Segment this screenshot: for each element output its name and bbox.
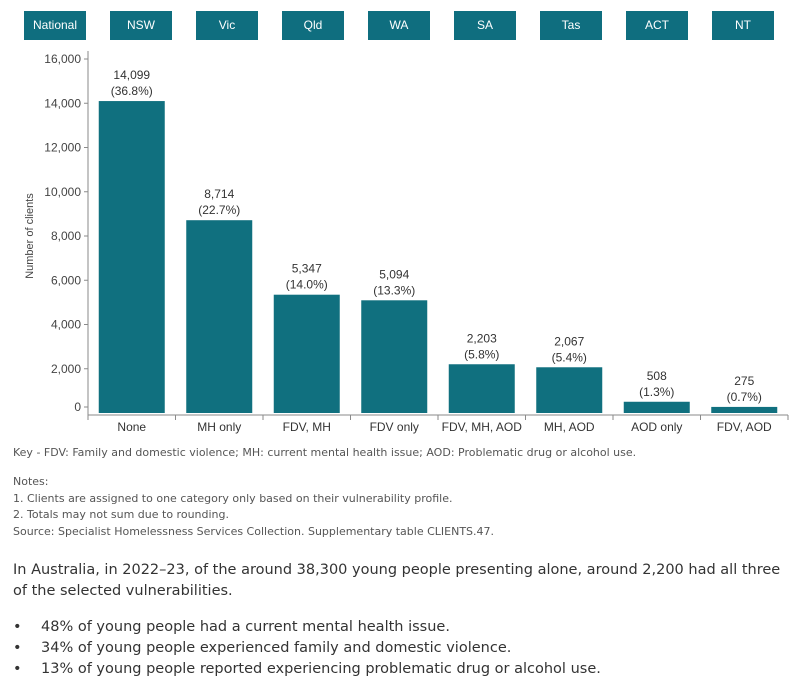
tab-nt[interactable]: NT	[712, 11, 774, 40]
tab-wa[interactable]: WA	[368, 11, 430, 40]
bar-value-label: 5,347	[292, 262, 322, 276]
jurisdiction-tabs: National NSW Vic Qld WA SA Tas ACT NT	[0, 0, 800, 52]
y-tick-label: 4,000	[51, 318, 81, 332]
x-tick-label: AOD only	[631, 420, 682, 434]
bar-percent-label: (5.8%)	[464, 347, 499, 361]
bar-value-label: 2,067	[554, 334, 584, 348]
y-tick-label: 0	[74, 400, 81, 414]
x-tick-label: MH, AOD	[544, 420, 595, 434]
tab-qld[interactable]: Qld	[282, 11, 344, 40]
notes-heading: Notes:	[13, 475, 49, 488]
summary-paragraph: In Australia, in 2022–23, of the around …	[13, 562, 781, 599]
x-tick-label: None	[117, 420, 146, 434]
x-tick-label: FDV only	[370, 420, 419, 434]
bar-value-label: 5,094	[379, 267, 409, 281]
note-item: 2. Totals may not sum due to rounding.	[13, 508, 229, 521]
bar-value-label: 275	[734, 374, 754, 388]
tab-nsw[interactable]: NSW	[110, 11, 172, 40]
bar	[711, 406, 778, 413]
tab-tas[interactable]: Tas	[540, 11, 602, 40]
tab-sa[interactable]: SA	[454, 11, 516, 40]
bar-percent-label: (5.4%)	[552, 350, 587, 364]
chart-notes: Notes: 1. Clients are assigned to one ca…	[13, 474, 494, 540]
source-note: Source: Specialist Homelessness Services…	[13, 524, 495, 538]
y-tick-label: 2,000	[51, 362, 81, 376]
bar-percent-label: (1.3%)	[639, 385, 674, 399]
y-tick-label: 16,000	[44, 52, 81, 66]
bar	[536, 367, 603, 413]
tab-vic[interactable]: Vic	[196, 11, 258, 40]
bar	[361, 300, 428, 413]
y-tick-label: 6,000	[51, 273, 81, 287]
y-tick-label: 12,000	[44, 141, 81, 155]
bar-percent-label: (36.8%)	[111, 84, 153, 98]
bar-percent-label: (13.3%)	[373, 283, 415, 297]
tab-act[interactable]: ACT	[626, 11, 688, 40]
bar-chart: 0 2,000 4,000 6,000 8,000 10,000 12,000 14,000 1…	[24, 51, 789, 434]
y-tick-label: 8,000	[51, 229, 81, 243]
bullet-item: 13% of young people reported experiencin…	[13, 659, 601, 680]
x-tick-label: FDV, MH	[283, 420, 331, 434]
bar-percent-label: (22.7%)	[198, 203, 240, 217]
bar-percent-label: (14.0%)	[286, 278, 328, 292]
bar	[98, 101, 165, 413]
bar-value-label: 508	[647, 369, 667, 383]
x-tick-label: MH only	[197, 420, 241, 434]
x-tick-label: FDV, MH, AOD	[442, 420, 523, 434]
bar	[448, 364, 515, 413]
y-axis-title: Number of clients	[24, 193, 36, 279]
bar	[273, 294, 340, 413]
bar-value-label: 8,714	[204, 187, 234, 201]
bar-value-label: 14,099	[113, 68, 150, 82]
bar-percent-label: (0.7%)	[727, 390, 762, 404]
y-tick-label: 10,000	[44, 185, 81, 199]
x-tick-label: FDV, AOD	[717, 420, 772, 434]
chart-key: Key - FDV: Family and domestic violence;…	[13, 446, 637, 459]
note-item: 1. Clients are assigned to one category …	[13, 491, 453, 505]
bar	[623, 401, 690, 413]
summary-bullets: 48% of young people had a current mental…	[13, 617, 601, 680]
bullet-item: 48% of young people had a current mental…	[13, 617, 601, 638]
bar-value-label: 2,203	[467, 331, 497, 345]
y-tick-label: 14,000	[44, 96, 81, 110]
bullet-item: 34% of young people experienced family a…	[13, 638, 601, 659]
bar	[186, 220, 253, 413]
tab-national[interactable]: National	[24, 11, 86, 40]
